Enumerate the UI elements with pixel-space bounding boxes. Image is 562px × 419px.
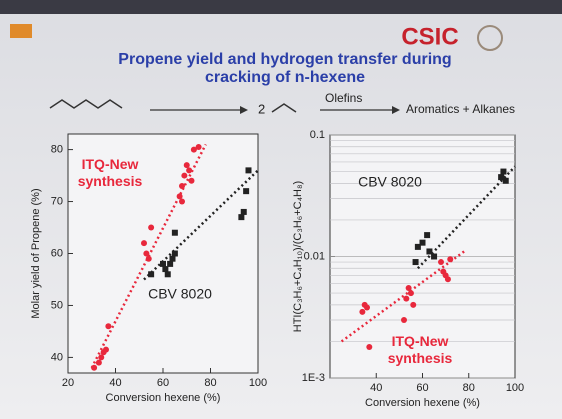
- point: [170, 256, 176, 262]
- point: [143, 251, 149, 257]
- point: [165, 271, 171, 277]
- point: [238, 214, 244, 220]
- point: [445, 276, 451, 282]
- y-tick-label: 70: [51, 195, 63, 207]
- point: [177, 193, 183, 199]
- point: [447, 256, 453, 262]
- y-axis-label: HTI(C₃H₆+C₄H₁₀)/(C₃H₆+C₄H₈): [292, 181, 304, 332]
- y-tick-label: 0.1: [310, 129, 325, 141]
- slide: CSIC Propene yield and hydrogen transfer…: [0, 0, 562, 419]
- point: [96, 360, 102, 366]
- x-tick-label: 40: [109, 377, 121, 389]
- point: [403, 296, 409, 302]
- point: [103, 347, 109, 353]
- point: [105, 323, 111, 329]
- point: [184, 162, 190, 168]
- point: [364, 305, 370, 311]
- point: [401, 317, 407, 323]
- x-tick-label: 60: [416, 382, 428, 394]
- x-tick-label: 80: [204, 377, 216, 389]
- point: [503, 178, 509, 184]
- series-label: CBV 8020: [148, 286, 212, 302]
- point: [243, 188, 249, 194]
- point: [189, 178, 195, 184]
- top-bar: [0, 0, 562, 14]
- logo: [10, 24, 32, 38]
- y-tick-label: 50: [51, 299, 63, 311]
- y-tick-label: 60: [51, 247, 63, 259]
- point: [420, 240, 426, 246]
- point: [408, 290, 414, 296]
- point: [167, 261, 173, 267]
- point: [413, 259, 419, 265]
- point: [186, 167, 192, 173]
- point: [160, 261, 166, 267]
- point: [172, 251, 178, 257]
- point: [359, 309, 365, 315]
- x-tick-label: 100: [249, 377, 267, 389]
- point: [424, 232, 430, 238]
- org-logo: CSIC: [401, 23, 458, 50]
- point: [172, 230, 178, 236]
- point: [246, 167, 252, 173]
- series-label: CBV 8020: [358, 174, 422, 190]
- point: [162, 266, 168, 272]
- point: [438, 259, 444, 265]
- x-tick-label: 20: [62, 377, 74, 389]
- arrow-label: Olefins: [325, 91, 362, 105]
- point: [196, 144, 202, 150]
- y-tick-label: 40: [51, 351, 63, 363]
- point: [91, 365, 97, 371]
- point: [98, 354, 104, 360]
- point: [141, 240, 147, 246]
- x-axis-label: Conversion hexene (%): [365, 397, 480, 409]
- point: [179, 199, 185, 205]
- point: [410, 302, 416, 308]
- x-tick-label: 100: [506, 382, 524, 394]
- point: [148, 225, 154, 231]
- x-tick-label: 60: [157, 377, 169, 389]
- y-tick-label: 1E-3: [302, 372, 325, 384]
- point: [241, 209, 247, 215]
- point: [148, 271, 154, 277]
- x-tick-label: 80: [463, 382, 475, 394]
- coefficient: 2: [258, 101, 265, 116]
- point: [500, 169, 506, 175]
- point: [146, 256, 152, 262]
- point: [366, 344, 372, 350]
- products: Aromatics + Alkanes: [406, 102, 515, 116]
- point: [431, 254, 437, 260]
- point: [179, 183, 185, 189]
- x-axis-label: Conversion hexene (%): [106, 392, 221, 404]
- y-tick-label: 80: [51, 143, 63, 155]
- point: [181, 173, 187, 179]
- y-axis-label: Molar yield of Propene (%): [30, 188, 42, 318]
- x-tick-label: 40: [370, 382, 382, 394]
- y-tick-label: 0.01: [304, 250, 325, 262]
